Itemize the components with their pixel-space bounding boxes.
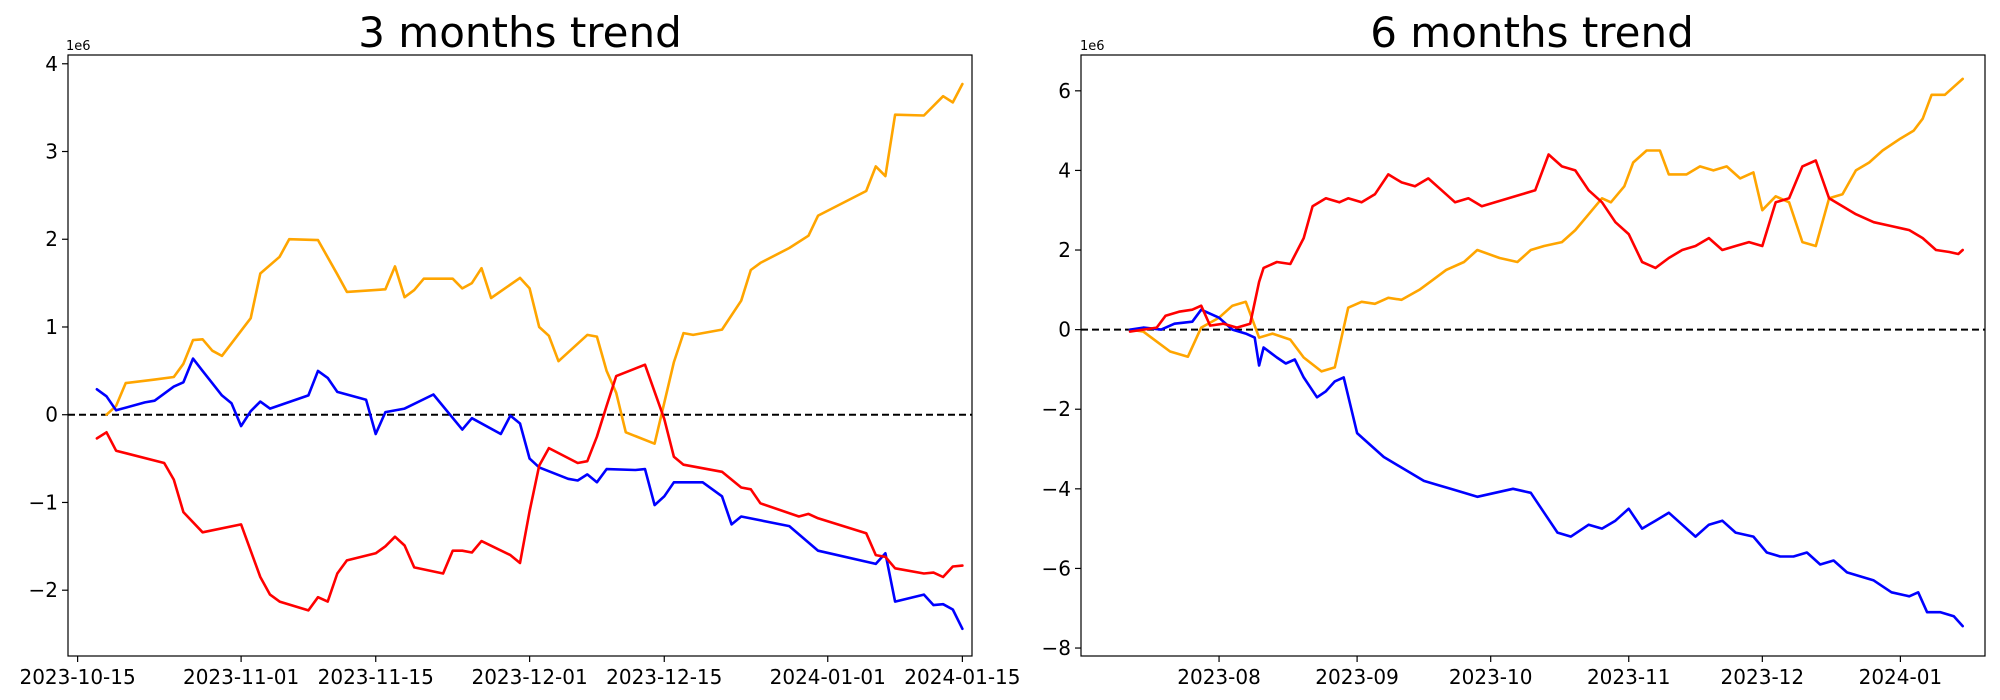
y-scale-exponent: 1e6 [1080, 39, 1105, 54]
y-tick-label: 4 [1058, 158, 1071, 182]
x-tick-label: 2023-12 [1721, 665, 1805, 689]
series-line-0 [105, 82, 964, 445]
chart-3-months: 3 months trend 1e6 2023-10-15 2023-11-01 2… [19, 8, 1020, 689]
y-tick-label: 3 [45, 140, 58, 164]
axes-frame [67, 54, 973, 657]
y-tick-label: −8 [1042, 636, 1071, 660]
y-tick-label: −6 [1042, 556, 1071, 580]
x-tick-label: 2024-01 [1859, 665, 1943, 689]
x-tick-label: 2023-08 [1177, 665, 1261, 689]
y-tick-label: 4 [45, 52, 58, 76]
series-line-1 [95, 357, 964, 631]
x-tick-label: 2024-01-01 [770, 665, 886, 689]
y-tick-label: −2 [1042, 397, 1071, 421]
x-tick-label: 2023-11-01 [183, 665, 299, 689]
plot-area-border [1080, 54, 1986, 657]
x-axis-ticks: 2023-10-15 2023-11-01 2023-11-15 2023-12-01… [19, 656, 1021, 689]
series-lines [95, 82, 964, 631]
y-tick-label: −2 [29, 578, 58, 602]
y-tick-label: 1 [45, 315, 58, 339]
x-tick-label: 2023-12-15 [606, 665, 722, 689]
y-tick-label: −1 [29, 490, 58, 514]
series-line-2 [1128, 153, 1964, 333]
y-tick-label: −4 [1042, 477, 1071, 501]
series-line-1 [1128, 308, 1964, 628]
axes-frame [1080, 54, 1986, 657]
chart-6-months: 6 months trend 1e6 2023-08 2023-09 2023-10… [1042, 8, 1986, 689]
series-line-0 [1128, 77, 1964, 373]
x-tick-label: 2023-10-15 [19, 665, 135, 689]
y-tick-label: 0 [45, 403, 58, 427]
x-tick-label: 2023-11-15 [318, 665, 434, 689]
chart-title: 6 months trend [1370, 8, 1694, 57]
y-tick-label: 6 [1058, 79, 1071, 103]
y-tick-label: 2 [45, 227, 58, 251]
y-tick-label: 0 [1058, 318, 1071, 342]
y-axis-ticks: −8 −6 −4 −2 0 2 4 6 [1042, 79, 1081, 660]
series-lines [1128, 77, 1964, 628]
y-axis-ticks: −2 −1 0 1 2 3 4 [29, 52, 68, 602]
x-axis-ticks: 2023-08 2023-09 2023-10 2023-11 2023-12 2024-… [1177, 656, 1942, 689]
x-tick-label: 2023-10 [1449, 665, 1533, 689]
x-tick-label: 2024-01-15 [904, 665, 1020, 689]
x-tick-label: 2023-12-01 [471, 665, 587, 689]
series-line-2 [95, 363, 964, 612]
x-tick-label: 2023-11 [1587, 665, 1671, 689]
x-tick-label: 2023-09 [1315, 665, 1399, 689]
y-scale-exponent: 1e6 [66, 39, 91, 54]
chart-title: 3 months trend [358, 8, 682, 57]
y-tick-label: 2 [1058, 238, 1071, 262]
plot-area-border [67, 54, 973, 657]
